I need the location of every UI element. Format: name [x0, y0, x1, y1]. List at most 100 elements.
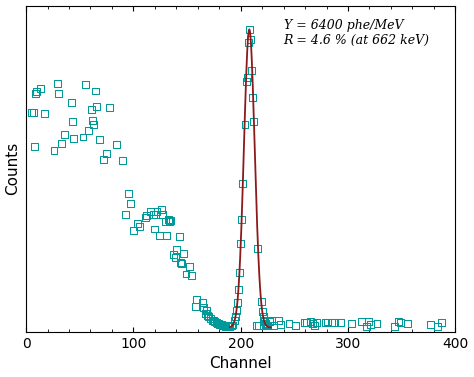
Point — [232, 314, 239, 320]
Point — [347, 321, 355, 327]
Point — [93, 103, 100, 109]
Point — [227, 323, 235, 329]
Point — [95, 136, 103, 142]
Point — [70, 135, 77, 141]
Point — [373, 320, 381, 326]
Point — [27, 110, 35, 116]
Point — [122, 211, 130, 217]
Point — [247, 68, 255, 74]
Point — [200, 305, 207, 311]
Point — [309, 321, 317, 327]
Point — [178, 261, 185, 267]
Point — [32, 90, 39, 97]
Point — [193, 297, 201, 303]
Text: Y = 6400 phe/MeV
R = 4.6 % (at 662 keV): Y = 6400 phe/MeV R = 4.6 % (at 662 keV) — [283, 18, 429, 47]
Point — [68, 119, 76, 125]
X-axis label: Channel: Channel — [210, 356, 272, 371]
Point — [79, 134, 87, 140]
Point — [264, 323, 271, 329]
Point — [245, 39, 252, 45]
Point — [427, 322, 435, 328]
Point — [225, 323, 233, 329]
Point — [169, 251, 177, 257]
Point — [219, 322, 226, 328]
Point — [358, 318, 366, 324]
Y-axis label: Counts: Counts — [6, 142, 20, 195]
Point — [50, 147, 58, 153]
Point — [262, 320, 269, 326]
Point — [31, 143, 38, 149]
Point — [300, 319, 308, 325]
Point — [227, 323, 235, 329]
Point — [172, 254, 179, 260]
Point — [277, 321, 284, 327]
Point — [255, 322, 263, 328]
Point — [337, 320, 344, 326]
Point — [210, 318, 218, 324]
Point — [58, 141, 65, 147]
Point — [201, 310, 209, 316]
Point — [143, 213, 150, 219]
Point — [152, 212, 160, 218]
Point — [163, 233, 171, 239]
Point — [192, 303, 200, 309]
Point — [155, 232, 163, 238]
Point — [211, 318, 219, 324]
Point — [55, 91, 62, 97]
Point — [180, 250, 188, 256]
Point — [119, 157, 127, 163]
Point — [151, 226, 159, 232]
Point — [397, 320, 404, 326]
Point — [216, 321, 223, 327]
Point — [100, 156, 107, 162]
Point — [129, 227, 137, 233]
Point — [150, 212, 157, 218]
Point — [92, 88, 100, 94]
Point — [82, 81, 89, 87]
Point — [266, 319, 273, 325]
Point — [274, 318, 282, 324]
Point — [88, 106, 95, 112]
Point — [226, 323, 234, 329]
Point — [84, 127, 92, 133]
Point — [254, 246, 262, 252]
Point — [202, 308, 210, 314]
Point — [157, 207, 165, 213]
Point — [165, 217, 173, 223]
Point — [67, 100, 75, 106]
Point — [33, 88, 41, 94]
Point — [188, 273, 195, 279]
Point — [438, 319, 445, 325]
Point — [228, 322, 236, 328]
Point — [302, 320, 310, 326]
Point — [141, 215, 149, 221]
Point — [134, 221, 142, 227]
Point — [176, 234, 183, 240]
Point — [61, 131, 69, 137]
Point — [173, 247, 180, 253]
Point — [90, 121, 98, 127]
Point — [270, 323, 278, 329]
Point — [222, 324, 229, 330]
Point — [54, 81, 61, 87]
Point — [246, 36, 254, 42]
Point — [257, 299, 265, 305]
Point — [268, 318, 275, 324]
Point — [136, 224, 144, 230]
Point — [233, 307, 240, 313]
Point — [253, 323, 261, 329]
Point — [395, 318, 402, 324]
Point — [106, 104, 114, 110]
Point — [112, 142, 120, 148]
Point — [258, 309, 266, 315]
Point — [324, 319, 331, 325]
Point — [433, 324, 441, 330]
Point — [243, 75, 251, 81]
Point — [236, 270, 244, 276]
Point — [185, 264, 193, 270]
Point — [238, 217, 246, 223]
Point — [218, 322, 225, 328]
Point — [147, 208, 155, 215]
Point — [89, 117, 96, 123]
Point — [307, 318, 314, 324]
